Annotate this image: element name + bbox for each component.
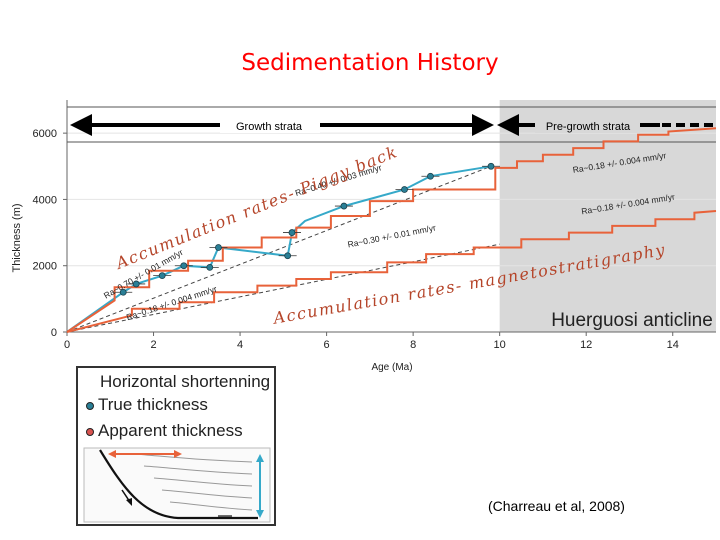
- true-thickness-point: [340, 202, 348, 210]
- true-thickness-line: [66, 165, 492, 333]
- y-axis-title: Thickness (m): [11, 203, 23, 272]
- apparent-thickness-line: [66, 210, 717, 333]
- true-thickness-point: [288, 229, 296, 236]
- trend-line: [66, 165, 492, 333]
- apparent-thickness-dot-icon: [86, 428, 94, 436]
- true-thickness-point: [158, 272, 166, 280]
- growth-arrow-left-head: [70, 114, 92, 136]
- handwritten-annotation: Accumulation rates- Piggy back: [111, 142, 400, 274]
- legend-box: Horizontal shortenning True thickness Ap…: [76, 366, 276, 526]
- x-tick-label: 4: [237, 339, 243, 351]
- axes: 0 2 4 6 8 10 12 14 0 2000 4000 6000: [33, 100, 716, 351]
- y-tick-label: 2000: [33, 261, 57, 273]
- true-thickness-point: [206, 263, 214, 271]
- true-thickness-point: [487, 162, 495, 170]
- x-tick-label: 10: [494, 339, 506, 351]
- true-thickness-points: [114, 162, 501, 296]
- strata-banner: Growth strata Pre-growth strata: [67, 106, 716, 143]
- true-thickness-point: [132, 280, 140, 288]
- fold-sketch-icon: [83, 447, 271, 523]
- sedimentation-chart: 0 2 4 6 8 10 12 14 0 2000 4000 6000 Growth strata P…: [11, 100, 717, 373]
- true-thickness-point: [427, 172, 434, 180]
- x-axis-title: Age (Ma): [371, 362, 412, 373]
- x-tick-label: 12: [580, 339, 592, 351]
- true-thickness-point: [215, 244, 222, 251]
- x-tick-label: 0: [64, 339, 70, 351]
- legend-apparent-thickness: Apparent thickness: [98, 421, 243, 440]
- true-thickness-dot-icon: [86, 402, 94, 410]
- x-tick-label: 6: [324, 339, 330, 351]
- true-thickness-point: [284, 252, 292, 260]
- pregrowth-arrow-head: [497, 114, 519, 136]
- rate-label: Ra~0.30 +/- 0.01 mm/yr: [347, 222, 437, 249]
- anticline-label: Huerguosi anticline: [551, 310, 713, 331]
- x-tick-label: 14: [667, 339, 679, 351]
- x-tick-label: 2: [150, 339, 156, 351]
- citation: (Charreau et al, 2008): [488, 498, 625, 514]
- growth-arrow-right-head: [472, 114, 494, 136]
- y-tick-label: 6000: [33, 128, 57, 140]
- x-tick-label: 8: [410, 339, 416, 351]
- pregrowth-strata-label: Pre-growth strata: [546, 121, 631, 133]
- trend-line: [66, 243, 500, 333]
- trend-lines: [66, 165, 500, 333]
- true-thickness-point: [401, 186, 408, 193]
- y-tick-label: 0: [51, 327, 57, 339]
- pregrowth-region: [499, 100, 716, 332]
- legend-true-thickness: True thickness: [98, 395, 208, 414]
- legend-heading: Horizontal shortenning: [100, 372, 271, 391]
- true-thickness-point: [119, 288, 127, 296]
- growth-label-bg: [220, 117, 320, 133]
- true-thickness-point: [180, 262, 188, 270]
- slide-title: Sedimentation History: [241, 50, 499, 76]
- growth-strata-label: Growth strata: [236, 121, 303, 133]
- y-tick-label: 4000: [33, 194, 57, 206]
- pregrowth-label-bg: [535, 117, 640, 133]
